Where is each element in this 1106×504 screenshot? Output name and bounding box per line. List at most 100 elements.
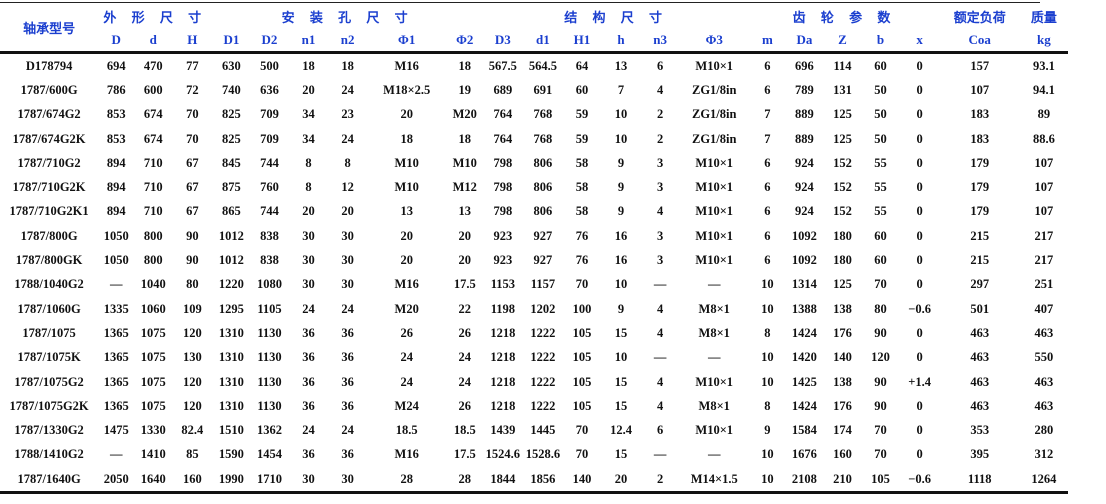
value-cell: 838: [260, 253, 279, 268]
value-cell: 10: [761, 350, 774, 365]
model-header: 轴承型号: [0, 4, 99, 54]
value-cell: 160: [172, 467, 213, 495]
value-cell: 20: [400, 228, 413, 243]
value-cell: 180: [833, 228, 852, 243]
model-cell: 1787/674G2: [17, 107, 81, 122]
value-cell: 179: [970, 155, 990, 170]
value-cell: —: [707, 277, 721, 292]
value-cell: 36: [341, 325, 354, 340]
value-cell: 67: [186, 180, 199, 195]
value-cell: 894: [106, 180, 126, 195]
model-cell: D178794: [25, 58, 73, 73]
value-cell: 1218: [490, 350, 516, 365]
value-cell: 55: [874, 204, 887, 219]
value-cell: 22: [458, 301, 472, 316]
value-cell: 105: [572, 325, 592, 340]
value-cell: 176: [833, 398, 852, 413]
value-cell: 1218: [490, 374, 516, 389]
value-cell: 1295: [218, 301, 244, 316]
column-header: D1: [212, 29, 251, 54]
column-header: n1: [288, 29, 329, 54]
value-cell: 1050: [103, 228, 129, 243]
value-cell: 70: [874, 277, 887, 292]
table-row: 1787/710G2K 894 710 67 875 760 8 12 M10 M12 798 806…: [0, 175, 1068, 199]
value-cell: 0: [916, 350, 923, 365]
value-cell: 26: [458, 325, 472, 340]
value-cell: 1222: [530, 374, 556, 389]
value-cell: 500: [260, 58, 279, 73]
value-cell: 18.5: [453, 423, 476, 438]
value-cell: 1365: [103, 325, 129, 340]
value-cell: 125: [833, 107, 852, 122]
value-cell: 600: [143, 82, 163, 97]
value-cell: 2050: [98, 467, 135, 495]
value-cell: 64: [575, 58, 589, 73]
value-cell: 768: [533, 131, 553, 146]
value-cell: 6: [656, 58, 664, 73]
value-cell: 140: [562, 467, 602, 495]
value-cell: 845: [222, 155, 241, 170]
table-row: 1788/1410G2 — 1410 85 1590 1454 36 36 M16 17.5 152…: [0, 443, 1068, 467]
value-cell: 36: [302, 374, 315, 389]
value-cell: M16: [394, 447, 419, 462]
value-cell: 179: [970, 204, 990, 219]
column-header: H: [172, 29, 213, 54]
value-cell: 18: [458, 58, 472, 73]
value-cell: 13: [400, 204, 413, 219]
value-cell: 2: [656, 131, 664, 146]
value-cell: M14×1.5: [679, 467, 750, 495]
column-header: kg: [1019, 29, 1068, 54]
model-cell: 1787/674G2K: [12, 131, 86, 146]
value-cell: 1362: [256, 423, 282, 438]
value-cell: 0: [916, 155, 923, 170]
model-cell: 1787/710G2K: [12, 180, 86, 195]
value-cell: 0: [916, 58, 923, 73]
table-row: 1787/1075 1365 1075 120 1310 1130 36 36 26 26 1218…: [0, 321, 1068, 345]
value-cell: 23: [341, 107, 354, 122]
value-cell: 17.5: [453, 447, 476, 462]
value-cell: 24: [458, 350, 472, 365]
value-cell: 875: [222, 180, 241, 195]
value-cell: 1310: [218, 374, 244, 389]
table-row: 1787/674G2K 853 674 70 825 709 34 24 18 18 764 768 5…: [0, 127, 1068, 151]
value-cell: 12.4: [610, 423, 632, 438]
value-cell: 120: [182, 374, 202, 389]
value-cell: 9: [617, 301, 625, 316]
value-cell: 927: [533, 228, 553, 243]
value-cell: 152: [833, 204, 852, 219]
value-cell: 24: [341, 301, 354, 316]
column-header: Coa: [939, 29, 1020, 54]
value-cell: M20: [452, 107, 477, 122]
value-cell: 24: [458, 374, 472, 389]
column-header: h: [601, 29, 642, 54]
value-cell: —: [109, 277, 123, 292]
value-cell: 798: [493, 204, 513, 219]
model-cell: 1787/1075G2: [14, 374, 84, 389]
value-cell: 1220: [218, 277, 244, 292]
value-cell: 470: [143, 58, 163, 73]
value-cell: 6: [764, 180, 771, 195]
value-cell: 76: [575, 253, 589, 268]
table-row: 1787/800G 1050 800 90 1012 838 30 30 20 20 923 927 7…: [0, 224, 1068, 248]
value-cell: 696: [795, 58, 814, 73]
model-cell: 1787/1075: [22, 325, 76, 340]
value-cell: 58: [575, 155, 589, 170]
value-cell: 183: [970, 107, 990, 122]
value-cell: 4: [656, 374, 664, 389]
value-cell: 1454: [256, 447, 282, 462]
model-cell: 1787/710G2: [17, 155, 81, 170]
value-cell: 760: [260, 180, 279, 195]
value-cell: 1990: [212, 467, 251, 495]
value-cell: 3: [656, 180, 664, 195]
value-cell: 838: [260, 228, 279, 243]
value-cell: 60: [874, 228, 887, 243]
value-cell: 20: [601, 467, 642, 495]
value-cell: 58: [575, 180, 589, 195]
value-cell: 3: [656, 228, 664, 243]
value-cell: 12: [341, 180, 354, 195]
top-rule: [0, 2, 1040, 3]
value-cell: M10×1: [695, 204, 734, 219]
value-cell: 0: [916, 398, 923, 413]
value-cell: M10×1: [695, 180, 734, 195]
